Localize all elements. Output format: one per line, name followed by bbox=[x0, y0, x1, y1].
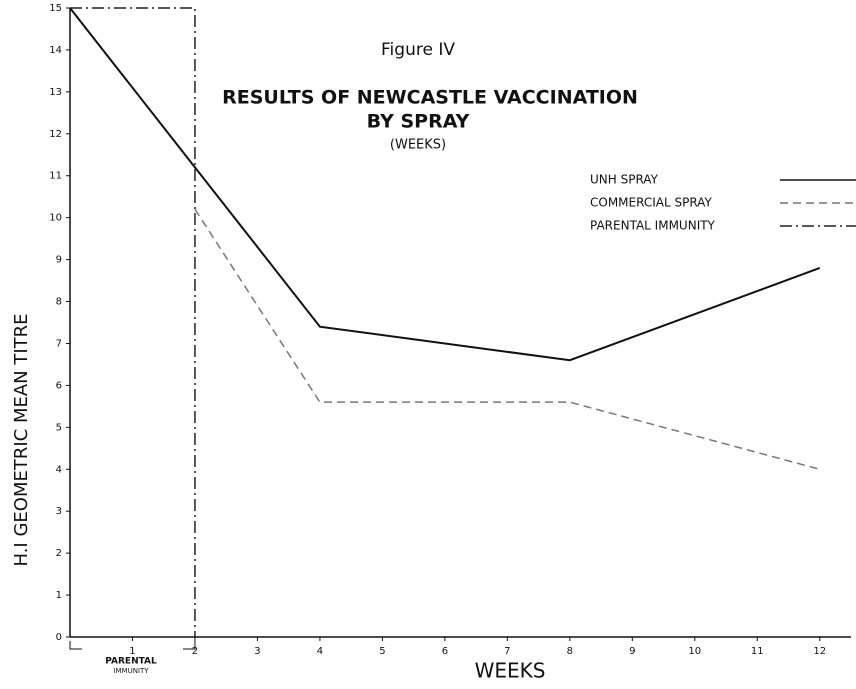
y-tick-label: 1 bbox=[56, 590, 62, 601]
y-tick-label: 8 bbox=[56, 297, 62, 308]
x-tick-label: 8 bbox=[567, 646, 573, 657]
x-tick-label: 5 bbox=[379, 646, 385, 657]
y-tick-label: 13 bbox=[49, 87, 62, 98]
annotation: PARENTAL bbox=[105, 657, 157, 667]
legend-label: UNH SPRAY bbox=[590, 173, 659, 187]
x-tick-label: 12 bbox=[813, 646, 826, 657]
y-tick-label: 6 bbox=[56, 380, 62, 391]
y-tick-label: 9 bbox=[56, 255, 62, 266]
x-tick-label: 2 bbox=[192, 646, 198, 657]
x-tick-label: 3 bbox=[254, 646, 260, 657]
legend-label: COMMERCIAL SPRAY bbox=[590, 196, 712, 210]
y-tick-label: 7 bbox=[56, 338, 62, 349]
annotation: IMMUNITY bbox=[113, 667, 149, 675]
y-axis-label: H.I GEOMETRIC MEAN TITRE bbox=[11, 313, 32, 566]
chart-subtitle: BY SPRAY bbox=[367, 111, 470, 133]
y-tick-label: 11 bbox=[49, 171, 62, 182]
y-tick-label: 5 bbox=[56, 422, 62, 433]
x-tick-label: 9 bbox=[629, 646, 635, 657]
series-line bbox=[194, 208, 820, 470]
y-tick-label: 10 bbox=[49, 213, 62, 224]
y-tick-label: 3 bbox=[56, 506, 62, 517]
y-tick-label: 12 bbox=[49, 129, 62, 140]
annotation-bracket bbox=[69, 641, 196, 650]
x-tick-label: 6 bbox=[442, 646, 448, 657]
y-tick-label: 14 bbox=[49, 45, 62, 56]
x-tick-label: 7 bbox=[504, 646, 510, 657]
x-axis-label: WEEKS bbox=[475, 659, 546, 683]
y-tick-label: 2 bbox=[56, 548, 62, 559]
chart-title: RESULTS OF NEWCASTLE VACCINATION bbox=[222, 87, 638, 109]
legend-label: PARENTAL IMMUNITY bbox=[590, 219, 716, 233]
y-tick-label: 4 bbox=[56, 464, 62, 475]
y-tick-label: 15 bbox=[49, 3, 62, 14]
unit-note: (WEEKS) bbox=[390, 138, 446, 153]
series-line bbox=[70, 7, 196, 637]
x-tick-label: 10 bbox=[688, 646, 701, 657]
x-tick-label: 1 bbox=[129, 646, 135, 657]
x-tick-label: 11 bbox=[751, 646, 764, 657]
x-tick-label: 4 bbox=[317, 646, 323, 657]
y-tick-label: 0 bbox=[56, 632, 62, 643]
figure-label: Figure IV bbox=[381, 40, 455, 60]
series-line bbox=[69, 7, 821, 362]
